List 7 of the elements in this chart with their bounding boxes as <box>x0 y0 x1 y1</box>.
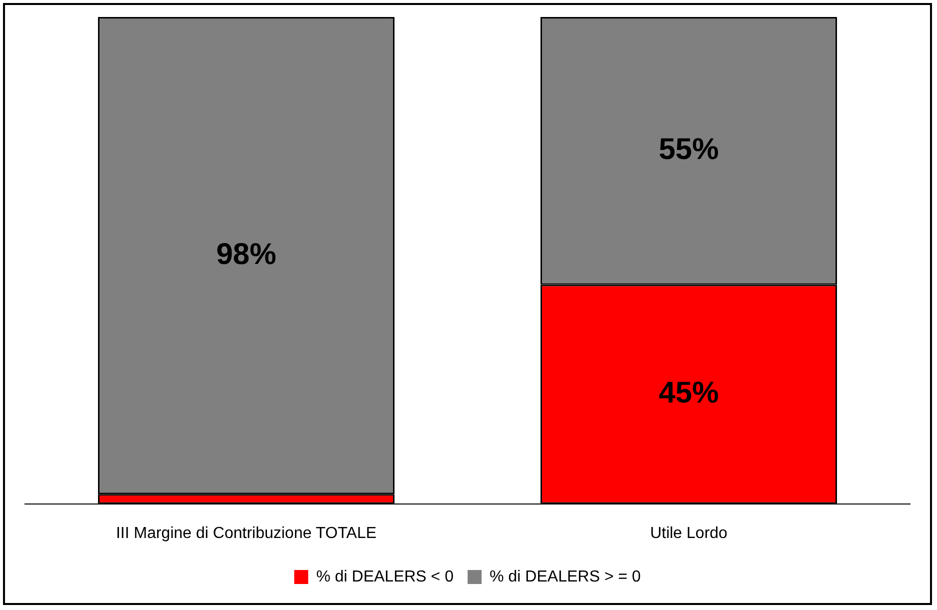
legend-label: % di DEALERS < 0 <box>316 568 454 586</box>
data-label: 98% <box>216 238 276 271</box>
legend-label: % di DEALERS > = 0 <box>490 568 641 586</box>
x-tick-label: III Margine di Contribuzione TOTALE <box>116 524 377 542</box>
x-tick-label: Utile Lordo <box>650 524 728 542</box>
data-label: 55% <box>658 133 719 166</box>
data-label: 45% <box>658 376 719 410</box>
